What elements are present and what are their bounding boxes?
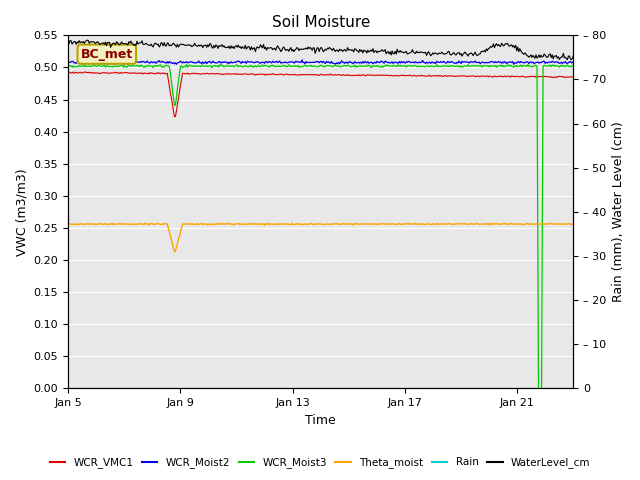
Theta_moist <box>223 220 231 226</box>
WaterLevel_cm <box>564 57 572 62</box>
WaterLevel_cm <box>64 41 72 47</box>
Rain <box>307 385 315 391</box>
WCR_VMC1 <box>570 74 577 80</box>
Line: WCR_VMC1: WCR_VMC1 <box>68 72 573 117</box>
WCR_VMC1 <box>64 70 72 76</box>
Theta_moist <box>309 222 317 228</box>
WaterLevel_cm <box>559 54 566 60</box>
Line: WCR_Moist2: WCR_Moist2 <box>68 60 573 64</box>
Rain <box>304 385 312 391</box>
Theta_moist <box>481 221 488 227</box>
WCR_Moist2 <box>64 59 72 65</box>
Line: Theta_moist: Theta_moist <box>68 223 573 252</box>
WCR_Moist3 <box>366 63 374 69</box>
WCR_VMC1 <box>170 114 178 120</box>
Rain <box>479 385 486 391</box>
Rain <box>557 385 565 391</box>
WCR_Moist3 <box>559 63 567 69</box>
WCR_VMC1 <box>367 72 375 78</box>
WCR_VMC1 <box>481 73 488 79</box>
WCR_Moist2 <box>570 60 577 66</box>
Theta_moist <box>170 249 178 254</box>
X-axis label: Time: Time <box>305 414 336 427</box>
WCR_VMC1 <box>340 72 348 77</box>
WCR_Moist3 <box>479 63 487 69</box>
Title: Soil Moisture: Soil Moisture <box>271 15 370 30</box>
Rain <box>365 385 372 391</box>
Line: WaterLevel_cm: WaterLevel_cm <box>68 40 573 60</box>
WCR_Moist2 <box>510 61 518 67</box>
WCR_VMC1 <box>309 72 317 78</box>
Theta_moist <box>64 221 72 227</box>
WaterLevel_cm <box>308 48 316 53</box>
WCR_VMC1 <box>81 69 88 75</box>
WCR_Moist2 <box>308 60 316 65</box>
WCR_Moist2 <box>298 57 306 63</box>
Rain <box>64 385 72 391</box>
WaterLevel_cm <box>305 46 313 51</box>
WCR_Moist2 <box>479 60 487 65</box>
WCR_Moist2 <box>366 60 374 65</box>
Rain <box>570 385 577 391</box>
WCR_Moist3 <box>64 64 72 70</box>
WaterLevel_cm <box>479 49 487 55</box>
WCR_VMC1 <box>559 74 567 80</box>
WCR_Moist3 <box>570 62 577 68</box>
Line: WCR_Moist3: WCR_Moist3 <box>68 64 573 480</box>
WCR_Moist3 <box>217 61 225 67</box>
WaterLevel_cm <box>83 37 91 43</box>
Text: BC_met: BC_met <box>81 48 133 60</box>
Theta_moist <box>367 221 375 227</box>
Theta_moist <box>559 221 567 227</box>
Y-axis label: VWC (m3/m3): VWC (m3/m3) <box>15 168 28 256</box>
Theta_moist <box>307 221 314 227</box>
Theta_moist <box>570 221 577 227</box>
WCR_Moist2 <box>339 59 346 65</box>
Y-axis label: Rain (mm), Water Level (cm): Rain (mm), Water Level (cm) <box>612 121 625 302</box>
WaterLevel_cm <box>339 48 346 54</box>
WCR_Moist3 <box>305 63 313 69</box>
Theta_moist <box>340 221 348 227</box>
Rain <box>338 385 346 391</box>
Legend: WCR_VMC1, WCR_Moist2, WCR_Moist3, Theta_moist, Rain, WaterLevel_cm: WCR_VMC1, WCR_Moist2, WCR_Moist3, Theta_… <box>45 453 595 472</box>
WCR_Moist3 <box>339 63 346 69</box>
WCR_Moist2 <box>305 60 313 65</box>
WaterLevel_cm <box>366 48 374 54</box>
WCR_VMC1 <box>307 72 314 78</box>
WCR_Moist3 <box>308 64 316 70</box>
WaterLevel_cm <box>570 52 577 58</box>
WCR_Moist2 <box>559 60 567 65</box>
